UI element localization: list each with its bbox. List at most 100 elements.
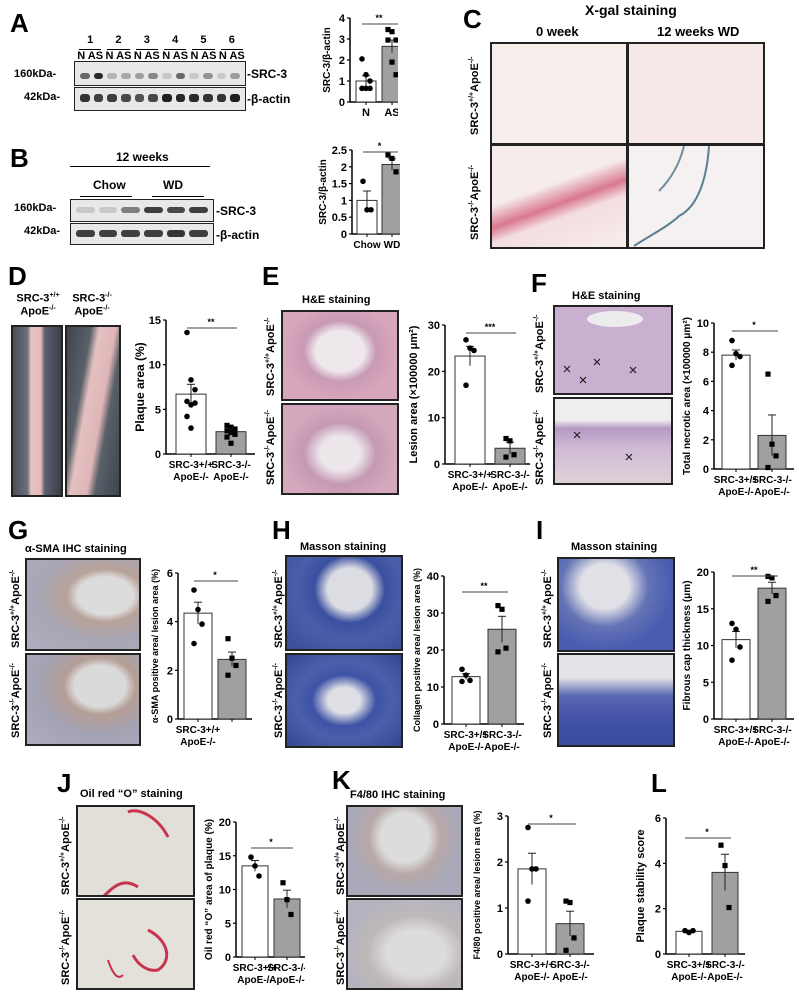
y-tick: 5 xyxy=(155,404,161,416)
data-point xyxy=(769,441,775,447)
divider xyxy=(192,49,215,50)
data-point xyxy=(364,207,370,213)
data-point xyxy=(191,587,197,593)
lane-sublabel: N AS xyxy=(162,50,189,62)
panel-title: X-gal staining xyxy=(585,2,677,18)
protein-band xyxy=(166,230,186,237)
y-axis-label: SRC-3/β-actin xyxy=(322,27,333,93)
histology-image xyxy=(627,144,765,249)
data-point xyxy=(188,425,194,431)
marker-160kda: 160kDa- xyxy=(14,202,57,214)
data-point xyxy=(393,37,399,43)
protein-band xyxy=(189,94,199,102)
x-tick: SRC-3-/- xyxy=(752,725,791,736)
data-point xyxy=(359,56,365,62)
protein-band xyxy=(148,73,158,79)
panel-title: Oil red “O” staining xyxy=(80,788,183,800)
data-point xyxy=(195,606,201,613)
data-point xyxy=(718,842,724,848)
histology-image xyxy=(346,898,463,990)
y-tick: 10 xyxy=(149,360,161,372)
blot-actin xyxy=(70,223,214,245)
panel-title: Masson staining xyxy=(571,541,658,553)
x-tick: SRC-3+/+ xyxy=(233,963,278,974)
data-point xyxy=(459,678,465,685)
y-tick: 0 xyxy=(434,459,440,471)
histology-image xyxy=(76,898,195,990)
row-label: SRC-3-/-ApoE-/- xyxy=(533,410,546,485)
protein-band xyxy=(216,73,227,79)
y-tick: 0 xyxy=(703,464,709,476)
data-point xyxy=(248,854,254,860)
data-point xyxy=(499,606,505,612)
data-point xyxy=(503,645,509,651)
significance-marker: * xyxy=(378,141,382,151)
band-label-actin: -β-actin xyxy=(216,228,260,242)
x-tick: SRC-3+/+ xyxy=(169,460,214,471)
data-point xyxy=(563,898,569,904)
lane-number: 2 xyxy=(115,34,122,46)
data-point xyxy=(385,152,391,158)
data-point xyxy=(252,863,258,869)
data-point xyxy=(765,464,771,471)
y-tick: 0 xyxy=(167,714,173,726)
y-tick: 6 xyxy=(167,568,173,580)
data-point xyxy=(765,598,771,604)
lane-sublabel: N AS xyxy=(133,50,160,62)
panel-label-l: L xyxy=(651,768,667,798)
data-point xyxy=(459,666,465,673)
histology-image xyxy=(490,144,628,249)
protein-band xyxy=(80,94,90,102)
marker-42kda: 42kDa- xyxy=(24,91,61,103)
row-label: SRC-3+/+ApoE-/- xyxy=(334,816,347,895)
data-point xyxy=(192,400,198,406)
data-point xyxy=(199,621,205,627)
bar xyxy=(183,612,213,720)
data-point xyxy=(773,592,779,599)
histology-image xyxy=(557,653,675,747)
lane-sublabel: N AS xyxy=(190,50,217,62)
y-tick: 10 xyxy=(427,682,439,694)
data-point xyxy=(228,429,234,436)
x-tick: SRC-3-/- xyxy=(705,960,744,971)
y-tick: 5 xyxy=(703,677,709,689)
protein-band xyxy=(189,230,208,237)
data-point xyxy=(722,863,728,869)
y-axis-label: Lesion area (×100000 μm²) xyxy=(408,325,420,463)
protein-band xyxy=(121,230,140,237)
histology-image xyxy=(553,305,673,395)
y-tick: 20 xyxy=(427,645,439,657)
panel-label-i: I xyxy=(536,515,544,545)
data-point xyxy=(733,350,739,357)
x-tick: SRC-3-/- xyxy=(752,475,791,486)
x-tick: SRC-3+/+ xyxy=(667,960,712,971)
significance-marker: ** xyxy=(207,317,215,327)
data-point xyxy=(385,37,391,43)
x-tick: ApoE-/- xyxy=(671,972,707,983)
marker-42kda: 42kDa- xyxy=(24,225,61,237)
x-tick: AS xyxy=(384,107,398,118)
protein-band xyxy=(121,73,131,79)
bar xyxy=(241,865,269,958)
data-point xyxy=(367,78,373,84)
significance-marker: * xyxy=(705,827,709,837)
data-point xyxy=(228,440,234,446)
x-tick: SRC-3-/- xyxy=(550,960,589,971)
data-point xyxy=(363,71,369,78)
y-tick: 1.5 xyxy=(332,179,347,191)
data-point xyxy=(224,434,230,440)
data-point xyxy=(224,428,230,434)
y-tick: 15 xyxy=(697,604,709,616)
row-label: SRC-3-/-ApoE-/- xyxy=(541,663,554,738)
chart-j: Oil red “O” area of plaque (%) 0 5 10 15 20 * S… xyxy=(200,808,307,998)
chart-b: SRC-3/β-actin 0 0.5 1 1.5 2 2.5 * Chow WD xyxy=(318,140,407,255)
y-tick: 20 xyxy=(697,567,709,579)
panel-label-j: J xyxy=(57,768,72,798)
data-point xyxy=(529,866,535,872)
panel-title: H&E staining xyxy=(302,294,371,306)
data-point xyxy=(184,413,190,420)
blot-src3 xyxy=(70,199,214,222)
y-tick: 0.5 xyxy=(332,212,347,224)
protein-band xyxy=(121,207,140,213)
y-tick: 0 xyxy=(341,229,347,241)
